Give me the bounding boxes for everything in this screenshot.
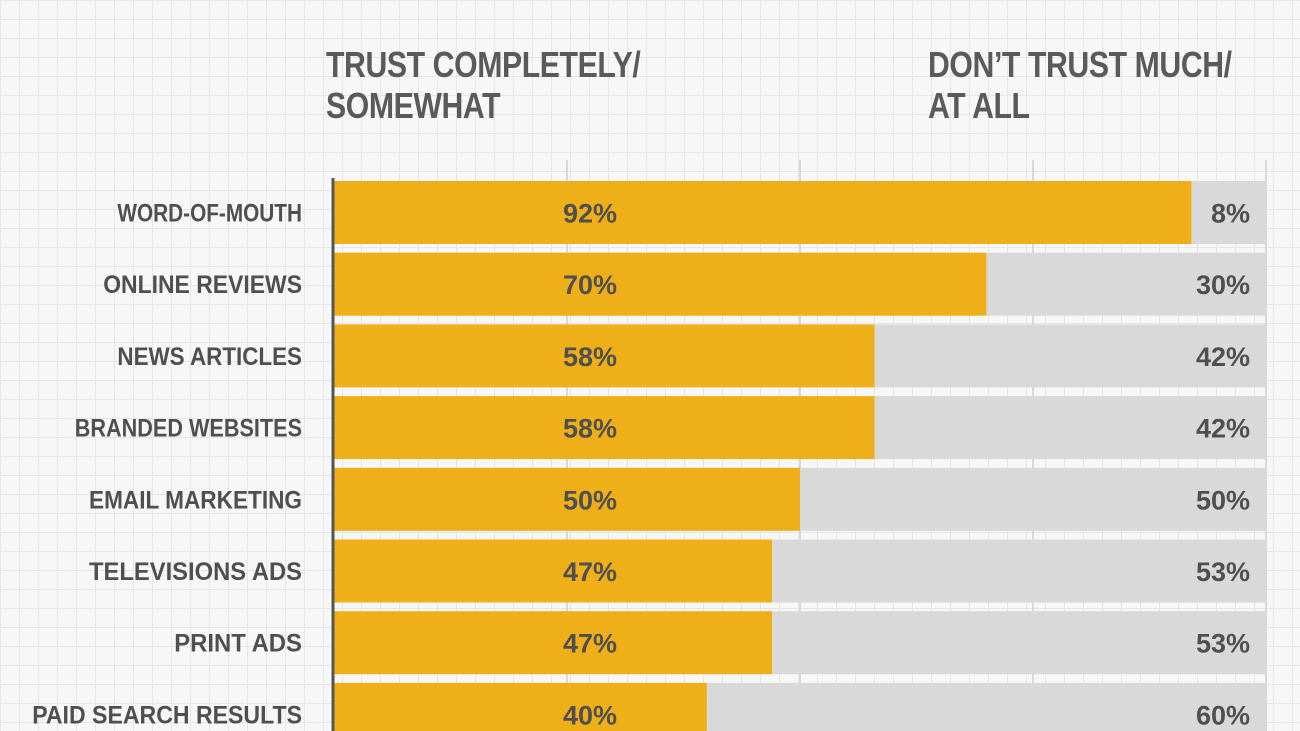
bar-distrust — [772, 539, 1266, 603]
category-label: WORD-OF-MOUTH — [117, 200, 302, 228]
category-label: ONLINE REVIEWS — [103, 271, 302, 299]
value-label-distrust: 42% — [1196, 342, 1250, 372]
legend-trust-header: TRUST COMPLETELY/ SOMEWHAT — [326, 44, 641, 126]
bar-distrust — [986, 252, 1266, 316]
category-label: PRINT ADS — [174, 630, 302, 658]
bar-trust — [334, 252, 987, 316]
bar-distrust — [874, 324, 1266, 388]
bar-trust — [334, 181, 1192, 244]
bar-distrust — [874, 396, 1266, 460]
bar-trust — [334, 682, 707, 731]
category-label: PAID SEARCH RESULTS — [32, 701, 302, 729]
value-label-trust: 58% — [563, 342, 617, 372]
value-label-distrust: 8% — [1211, 199, 1250, 229]
bar-trust — [334, 467, 800, 531]
value-label-distrust: 30% — [1196, 270, 1250, 300]
value-label-trust: 47% — [563, 557, 617, 587]
category-label: TELEVISIONS ADS — [89, 558, 302, 586]
bar-trust — [334, 324, 875, 388]
value-label-trust: 50% — [563, 485, 617, 515]
value-label-trust: 92% — [563, 199, 617, 229]
value-label-trust: 70% — [563, 270, 617, 300]
category-label: EMAIL MARKETING — [89, 486, 302, 514]
category-label: BRANDED WEBSITES — [75, 415, 302, 443]
value-label-distrust: 53% — [1196, 557, 1250, 587]
value-label-trust: 47% — [563, 629, 617, 659]
value-label-trust: 58% — [563, 414, 617, 444]
value-label-trust: 40% — [563, 700, 617, 730]
bar-distrust — [1191, 181, 1266, 244]
value-label-distrust: 50% — [1196, 485, 1250, 515]
legend-distrust-header: DON’T TRUST MUCH/ AT ALL — [928, 44, 1232, 126]
bar-distrust — [772, 611, 1266, 675]
bar-trust — [334, 396, 875, 460]
bar-distrust — [706, 682, 1266, 731]
value-label-distrust: 42% — [1196, 414, 1250, 444]
bar-trust — [334, 611, 773, 675]
category-label: NEWS ARTICLES — [117, 343, 302, 371]
bar-trust — [334, 539, 773, 603]
value-label-distrust: 53% — [1196, 629, 1250, 659]
value-label-distrust: 60% — [1196, 700, 1250, 730]
bar-distrust — [800, 467, 1266, 531]
